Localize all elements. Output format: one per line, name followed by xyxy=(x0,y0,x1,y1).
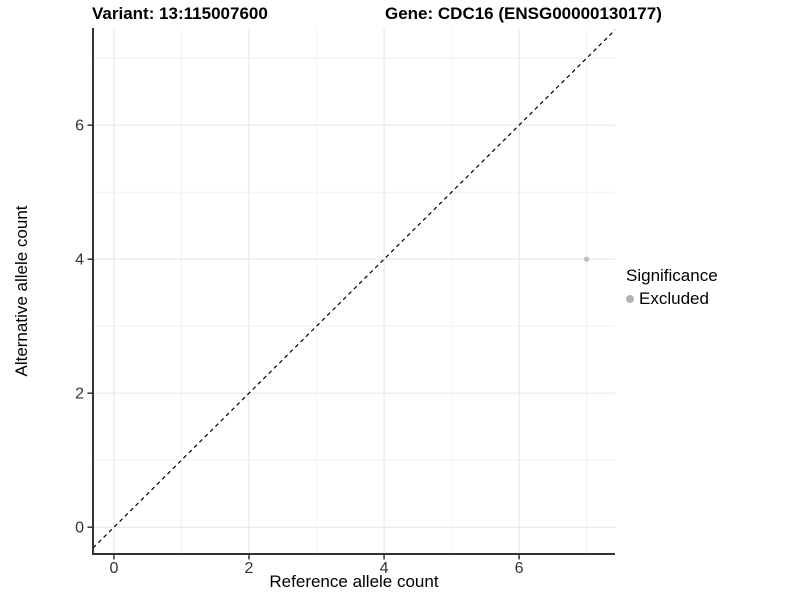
legend: Significance Excluded xyxy=(626,266,718,309)
legend-item-label: Excluded xyxy=(639,289,709,308)
x-axis-title: Reference allele count xyxy=(269,572,439,591)
plot-title-variant: Variant: 13:115007600 xyxy=(92,4,268,23)
plot-panel: 0 2 4 6 0 2 4 6 xyxy=(75,28,616,577)
svg-text:0: 0 xyxy=(109,560,118,577)
svg-text:2: 2 xyxy=(75,386,84,403)
svg-text:0: 0 xyxy=(75,520,84,537)
svg-text:2: 2 xyxy=(245,560,254,577)
y-axis-title: Alternative allele count xyxy=(12,205,31,377)
legend-point-icon xyxy=(626,295,634,303)
svg-text:4: 4 xyxy=(380,560,389,577)
legend-item-excluded: Excluded xyxy=(626,289,718,309)
svg-text:4: 4 xyxy=(75,252,84,269)
plot-title-gene: Gene: CDC16 (ENSG00000130177) xyxy=(385,4,662,23)
svg-text:6: 6 xyxy=(515,560,524,577)
svg-text:6: 6 xyxy=(75,118,84,135)
legend-title: Significance xyxy=(626,266,718,285)
